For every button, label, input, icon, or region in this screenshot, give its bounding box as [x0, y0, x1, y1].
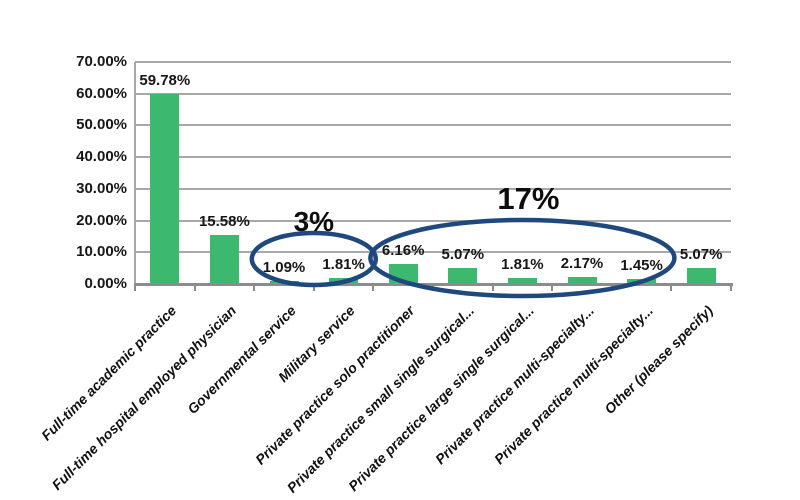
- annotation-label-17pct: 17%: [497, 181, 560, 216]
- gridline: [135, 187, 731, 190]
- bar: [388, 264, 418, 284]
- gridline: [135, 61, 731, 63]
- y-axis-label: 50.00%: [76, 116, 127, 134]
- gridline: [135, 92, 731, 95]
- x-axis-label: Other (please specify): [601, 302, 716, 418]
- y-axis-label: 30.00%: [76, 179, 127, 197]
- axis-tick: [491, 285, 494, 291]
- y-axis-label: 70.00%: [76, 53, 127, 70]
- bar-value-label: 15.58%: [198, 212, 250, 230]
- bar-value-label: 1.81%: [322, 256, 365, 274]
- y-axis-label: 60.00%: [76, 84, 127, 102]
- gridline: [135, 156, 731, 159]
- bar: [448, 267, 478, 284]
- bar: [686, 267, 716, 284]
- axis-tick: [730, 285, 732, 291]
- annotation-label-3pct: 3%: [293, 206, 335, 237]
- axis-tick: [372, 285, 375, 291]
- axis-tick: [134, 285, 136, 291]
- bar: [209, 234, 239, 284]
- axis-tick: [610, 285, 613, 291]
- axis-tick: [312, 285, 315, 291]
- bar-value-label: 59.78%: [139, 72, 191, 90]
- y-axis-label: 10.00%: [76, 243, 127, 261]
- axis-tick: [432, 285, 434, 291]
- y-axis-label: 0.00%: [84, 275, 127, 292]
- y-axis-line: [134, 62, 136, 284]
- axis-tick: [253, 285, 256, 291]
- x-axis-label: Governmental service: [183, 302, 299, 418]
- axis-tick: [670, 285, 673, 291]
- y-axis-label: 20.00%: [76, 211, 127, 229]
- y-axis-label: 40.00%: [76, 148, 127, 166]
- gridline: [135, 124, 731, 127]
- bar: [150, 94, 180, 284]
- axis-tick: [551, 285, 554, 291]
- bar-value-label: 5.07%: [679, 245, 723, 263]
- axis-tick: [193, 285, 196, 291]
